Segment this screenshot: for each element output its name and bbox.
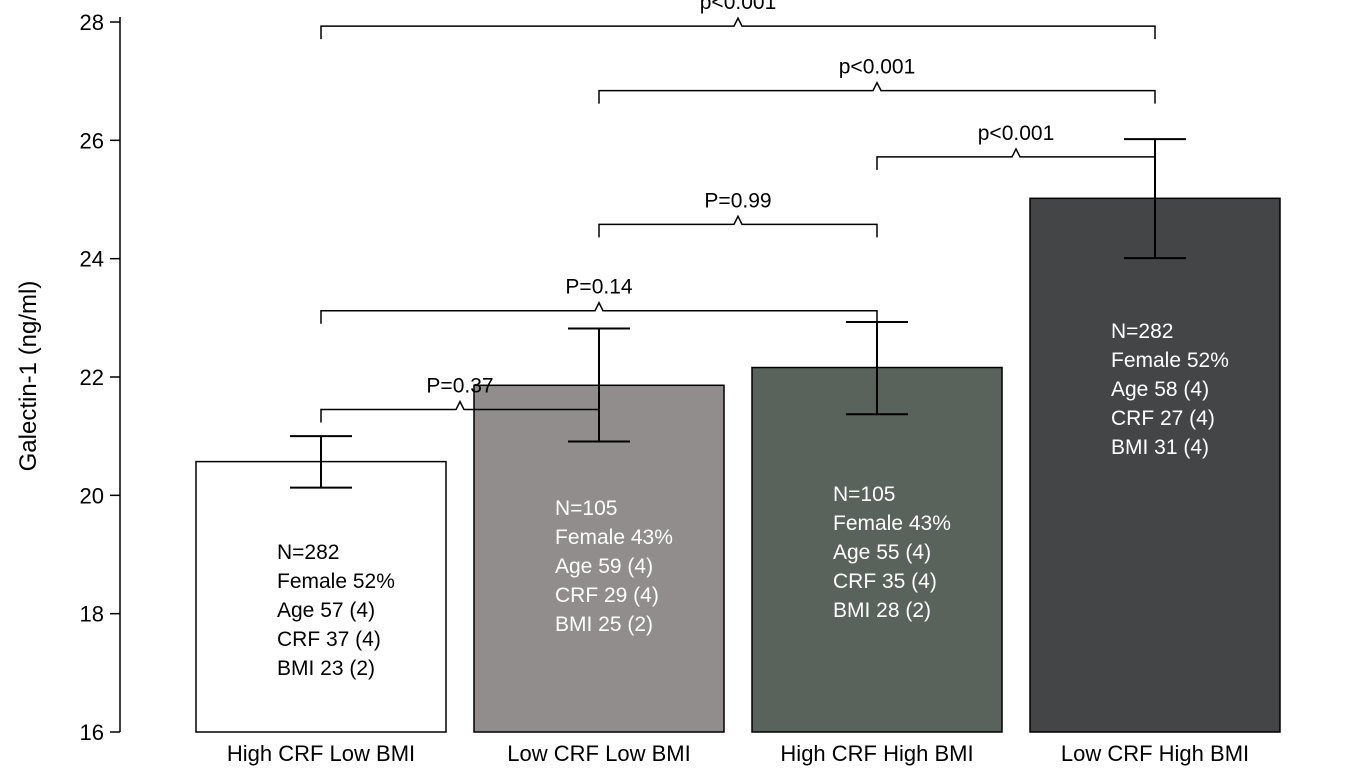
bar-annotation-line: BMI 31 (4)	[1111, 436, 1209, 459]
x-axis: High CRF Low BMI Low CRF Low BMI High CRF …	[227, 741, 1249, 766]
bar-annotation-line: Age 57 (4)	[277, 599, 375, 622]
bars	[195, 197, 1281, 733]
significance-bracket	[320, 301, 878, 324]
significance-bracket	[320, 399, 600, 423]
bar-annotation-line: Female 52%	[277, 570, 395, 593]
x-tick-label: Low CRF Low BMI	[507, 741, 690, 766]
bar-annotation-line: N=282	[1111, 320, 1173, 343]
p-value-label: p<0.001	[978, 122, 1055, 145]
x-tick-label: High CRF Low BMI	[227, 741, 415, 766]
bar-annotation-line: Female 43%	[833, 512, 951, 535]
y-axis: 16 18 20 22 24 26 28	[80, 10, 121, 745]
significance-bracket	[598, 214, 878, 238]
bar-annotation-line: Age 58 (4)	[1111, 378, 1209, 401]
y-tick-label: 28	[80, 10, 104, 35]
bar-annotation-line: Female 43%	[555, 526, 673, 549]
bar-annotation-line: Age 55 (4)	[833, 541, 931, 564]
bar	[751, 366, 1003, 733]
bar-annotation-line: BMI 25 (2)	[555, 613, 653, 636]
bar-annotations: N=282 Female 52% Age 57 (4) CRF 37 (4) BMI 2…	[277, 320, 1229, 680]
bar	[195, 460, 447, 733]
bar	[473, 384, 725, 733]
x-tick-label: High CRF High BMI	[780, 741, 973, 766]
bar-annotation-line: Female 52%	[1111, 349, 1229, 372]
bar-annotation-line: CRF 27 (4)	[1111, 407, 1215, 430]
y-tick-label: 20	[80, 483, 104, 508]
bar-annotation-line: CRF 29 (4)	[555, 584, 659, 607]
p-value-label: P=0.14	[565, 276, 632, 299]
significance-bracket	[320, 16, 1156, 40]
p-value-label: P=0.99	[704, 189, 771, 212]
bar-annotation-line: CRF 37 (4)	[277, 628, 381, 651]
x-tick-label: Low CRF High BMI	[1061, 741, 1249, 766]
y-axis-label: Galectin-1 (ng/ml)	[15, 281, 42, 472]
bar-annotation-line: Age 59 (4)	[555, 555, 653, 578]
bar-annotation-line: N=282	[277, 541, 339, 564]
error-bars	[290, 138, 1186, 489]
bar-annotation-line: BMI 28 (2)	[833, 599, 931, 622]
bar	[1029, 197, 1281, 733]
significance-bracket	[876, 147, 1156, 170]
significance-brackets: P=0.37 P=0.14 P=0.99 p<0.001 p<0.001 p<0.001	[320, 0, 1156, 423]
y-tick-label: 26	[80, 128, 104, 153]
y-tick-label: 16	[80, 720, 104, 745]
bar-annotation-line: BMI 23 (2)	[277, 657, 375, 680]
y-tick-label: 24	[80, 247, 104, 272]
bar-annotation-line: CRF 35 (4)	[833, 570, 937, 593]
y-tick-label: 18	[80, 602, 104, 627]
y-tick-label: 22	[80, 365, 104, 390]
p-value-label: p<0.001	[839, 56, 916, 79]
bar-annotation-line: N=105	[833, 483, 895, 506]
bar-annotation-line: N=105	[555, 497, 617, 520]
significance-bracket	[598, 80, 1156, 104]
p-value-label: P=0.37	[426, 375, 493, 398]
p-value-label: p<0.001	[700, 0, 777, 14]
